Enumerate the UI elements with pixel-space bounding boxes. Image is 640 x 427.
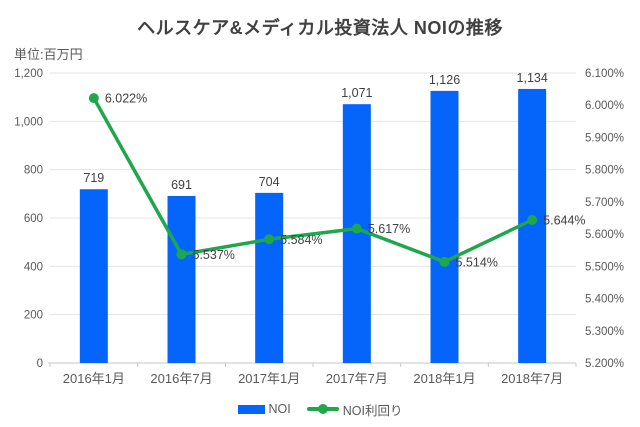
noi-yield-point <box>439 256 450 267</box>
noi-bar <box>79 189 108 363</box>
right-axis-tick-label: 5.200% <box>585 358 624 370</box>
noi-yield-value-label: 5.617% <box>368 222 410 236</box>
noi-yield-point <box>264 234 275 245</box>
x-axis-category-label: 2017年7月 <box>326 371 388 386</box>
left-axis-tick-label: 200 <box>24 310 43 322</box>
noi-yield-value-label: 5.584% <box>280 233 322 247</box>
chart-title: ヘルスケア&メディカル投資法人 NOIの推移 <box>137 18 503 38</box>
noi-yield-value-label: 5.644% <box>543 213 585 227</box>
right-axis-tick-label: 5.500% <box>585 261 624 273</box>
x-axis-category-label: 2018年7月 <box>501 371 563 386</box>
right-axis-tick-label: 5.700% <box>585 197 624 209</box>
noi-bar-value-label: 1,134 <box>517 71 548 85</box>
x-axis-category-label: 2017年1月 <box>238 371 300 386</box>
right-axis-tick-label: 6.100% <box>585 68 624 80</box>
left-axis-tick-label: 1,200 <box>14 68 43 80</box>
noi-bar-value-label: 1,071 <box>341 86 372 100</box>
left-axis-tick-label: 400 <box>24 261 43 273</box>
left-axis-tick-label: 600 <box>24 213 43 225</box>
legend-yield-line-swatch <box>306 404 339 414</box>
right-axis-tick-label: 5.300% <box>585 326 624 338</box>
noi-bar <box>430 90 459 363</box>
right-axis-tick-label: 5.800% <box>585 165 624 177</box>
left-axis-tick-label: 800 <box>24 165 43 177</box>
noi-bar-value-label: 1,126 <box>429 73 460 87</box>
legend-yield-dot-icon <box>317 404 328 414</box>
noi-bar <box>255 192 284 363</box>
legend-item-noi: NOI <box>237 402 291 416</box>
noi-yield-point <box>88 93 99 104</box>
noi-yield-value-label: 5.537% <box>193 248 235 262</box>
right-axis-tick-label: 5.600% <box>585 229 624 241</box>
left-axis-tick-label: 1,000 <box>14 116 43 128</box>
left-axis-tick-label: 0 <box>37 358 43 370</box>
legend-item-yield: NOI利回り <box>306 400 403 419</box>
x-axis-category-label: 2016年7月 <box>150 371 212 386</box>
right-axis-tick-label: 6.000% <box>585 100 624 112</box>
noi-yield-point <box>351 223 362 234</box>
noi-yield-value-label: 6.022% <box>105 92 147 106</box>
noi-yield-point <box>527 214 538 225</box>
noi-bar-value-label: 704 <box>259 175 280 189</box>
legend-noi-label: NOI <box>268 402 291 416</box>
right-axis-tick-label: 5.900% <box>585 132 624 144</box>
noi-yield-line <box>92 96 534 264</box>
noi-bar-value-label: 719 <box>83 171 104 185</box>
noi-bar-value-label: 691 <box>171 178 192 192</box>
noi-yield-value-label: 5.514% <box>456 255 498 269</box>
legend-noi-bar-swatch <box>237 404 265 414</box>
chart-legend: NOI NOI利回り <box>0 400 640 418</box>
right-axis-tick-label: 5.400% <box>585 294 624 306</box>
x-axis-category-label: 2016年1月 <box>63 371 125 386</box>
x-axis-category-label: 2018年1月 <box>413 371 475 386</box>
legend-yield-label: NOI利回り <box>342 403 403 418</box>
noi-bar <box>167 196 196 363</box>
noi-yield-point <box>176 249 187 260</box>
unit-label: 単位:百万円 <box>14 47 83 62</box>
